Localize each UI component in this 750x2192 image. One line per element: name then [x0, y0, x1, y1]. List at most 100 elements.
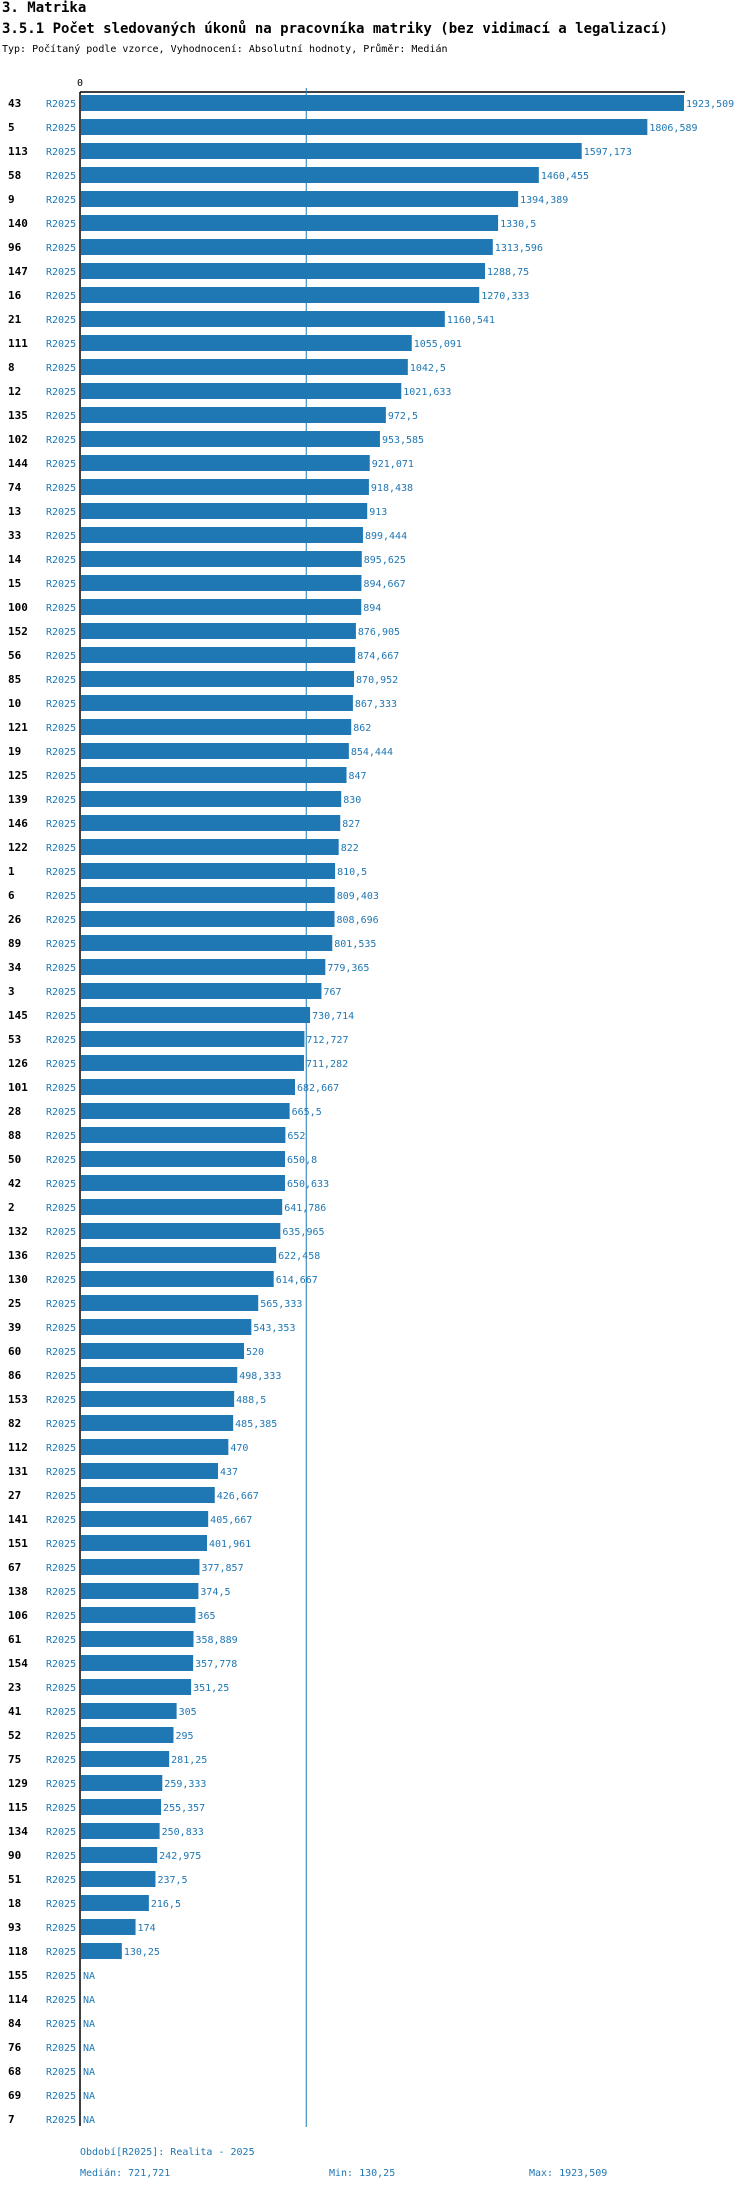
series-label: R2025	[46, 363, 76, 374]
category-label: 138	[8, 1585, 28, 1598]
category-label: 21	[8, 313, 22, 326]
category-label: 23	[8, 1681, 21, 1694]
category-label: 118	[8, 1945, 28, 1958]
data-label: 374,5	[200, 1587, 230, 1598]
bar	[81, 647, 356, 663]
category-label: 130	[8, 1273, 28, 1286]
category-label: 134	[8, 1825, 28, 1838]
series-label: R2025	[46, 411, 76, 422]
data-label: 358,889	[196, 1635, 238, 1646]
bar	[81, 1295, 259, 1311]
bar	[81, 431, 380, 447]
data-label: 918,438	[371, 483, 413, 494]
bar	[81, 575, 362, 591]
series-label: R2025	[46, 171, 76, 182]
bar	[81, 1823, 160, 1839]
data-label: 614,667	[276, 1275, 318, 1286]
category-label: 155	[8, 1969, 28, 1982]
category-label: 75	[8, 1753, 21, 1766]
bar	[81, 1607, 196, 1623]
data-label: NA	[83, 2115, 95, 2126]
bar	[81, 527, 363, 543]
category-label: 25	[8, 1297, 21, 1310]
bar	[81, 1151, 286, 1167]
series-label: R2025	[46, 891, 76, 902]
data-label: 874,667	[357, 651, 399, 662]
data-label: 810,5	[337, 867, 367, 878]
series-label: R2025	[46, 1827, 76, 1838]
data-label: 972,5	[388, 411, 418, 422]
data-label: 867,333	[355, 699, 397, 710]
data-label: 470	[230, 1443, 248, 1454]
series-label: R2025	[46, 147, 76, 158]
category-label: 84	[8, 2017, 22, 2030]
bar	[81, 167, 539, 183]
category-label: 146	[8, 817, 28, 830]
series-label: R2025	[46, 747, 76, 758]
series-label: R2025	[46, 1731, 76, 1742]
series-label: R2025	[46, 1707, 76, 1718]
category-label: 52	[8, 1729, 21, 1742]
bar	[81, 407, 386, 423]
data-label: 827	[342, 819, 360, 830]
category-label: 1	[8, 865, 15, 878]
bar	[81, 263, 486, 279]
category-label: 27	[8, 1489, 21, 1502]
data-label: 520	[246, 1347, 264, 1358]
series-label: R2025	[46, 915, 76, 926]
series-label: R2025	[46, 1851, 76, 1862]
category-label: 18	[8, 1897, 21, 1910]
series-label: R2025	[46, 723, 76, 734]
series-label: R2025	[46, 1563, 76, 1574]
series-label: R2025	[46, 1227, 76, 1238]
series-label: R2025	[46, 219, 76, 230]
series-label: R2025	[46, 1515, 76, 1526]
bar	[81, 599, 362, 615]
category-label: 9	[8, 193, 15, 206]
data-label: NA	[83, 2091, 95, 2102]
data-label: 250,833	[162, 1827, 204, 1838]
category-label: 90	[8, 1849, 21, 1862]
category-label: 61	[8, 1633, 22, 1646]
series-label: R2025	[46, 387, 76, 398]
data-label: 830	[343, 795, 361, 806]
data-label: 682,667	[297, 1083, 339, 1094]
data-label: 895,625	[364, 555, 406, 566]
category-label: 82	[8, 1417, 21, 1430]
bar	[81, 1127, 286, 1143]
data-label: 377,857	[201, 1563, 243, 1574]
data-label: 862	[353, 723, 371, 734]
bar	[81, 1871, 156, 1887]
series-label: R2025	[46, 1347, 76, 1358]
data-label: 295	[175, 1731, 193, 1742]
footer-max: Max: 1923,509	[529, 2168, 608, 2179]
series-label: R2025	[46, 1395, 76, 1406]
data-label: 650,633	[287, 1179, 329, 1190]
data-label: 565,333	[260, 1299, 302, 1310]
series-label: R2025	[46, 243, 76, 254]
category-label: 8	[8, 361, 15, 374]
bar	[81, 215, 499, 231]
data-label: 1313,596	[495, 243, 543, 254]
bar	[81, 1463, 218, 1479]
category-label: 13	[8, 505, 21, 518]
series-label: R2025	[46, 315, 76, 326]
bar	[81, 1727, 174, 1743]
data-label: 921,071	[372, 459, 414, 470]
data-label: 1021,633	[403, 387, 451, 398]
category-label: 85	[8, 673, 21, 686]
bar	[81, 959, 326, 975]
bar	[81, 1775, 163, 1791]
category-label: 58	[8, 169, 21, 182]
category-label: 28	[8, 1105, 21, 1118]
series-label: R2025	[46, 1779, 76, 1790]
category-label: 76	[8, 2041, 22, 2054]
data-label: 870,952	[356, 675, 398, 686]
series-label: R2025	[46, 291, 76, 302]
series-label: R2025	[46, 1683, 76, 1694]
bar	[81, 1319, 252, 1335]
series-label: R2025	[46, 1971, 76, 1982]
data-label: 899,444	[365, 531, 407, 542]
category-label: 112	[8, 1441, 28, 1454]
category-label: 42	[8, 1177, 21, 1190]
